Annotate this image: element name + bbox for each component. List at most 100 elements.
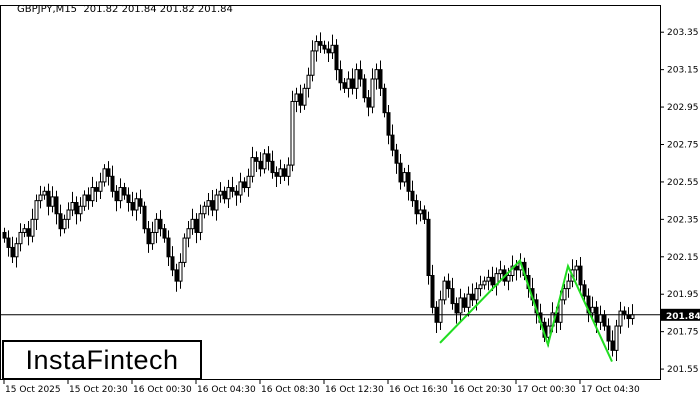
candle-body: [226, 187, 231, 200]
candle-body: [410, 190, 415, 202]
candle-body: [234, 190, 239, 196]
candle-body: [590, 306, 595, 314]
candle-body: [482, 280, 487, 286]
candle-body: [74, 202, 79, 215]
candle-body: [142, 205, 147, 230]
candle-body: [42, 190, 47, 196]
candle-body: [346, 78, 351, 89]
candle-body: [438, 299, 443, 323]
candle-body: [398, 162, 403, 183]
candle-body: [474, 288, 479, 301]
candle-body: [290, 100, 295, 166]
candle-body: [366, 97, 371, 108]
candles: [2, 32, 635, 362]
candle-body: [222, 190, 227, 200]
candle-body: [338, 69, 343, 84]
x-tick-label: 16 Oct 16:30: [389, 385, 448, 395]
candle-body: [78, 205, 83, 215]
candle-body: [30, 218, 35, 237]
x-tick-label: 16 Oct 12:30: [325, 385, 384, 395]
candle-body: [466, 293, 471, 308]
candle-body: [218, 190, 223, 196]
candle-body: [486, 276, 491, 282]
candle-body: [630, 314, 635, 320]
y-tick-label: 202.95: [667, 103, 699, 113]
candle-body: [118, 187, 123, 202]
y-tick-label: 201.75: [667, 328, 699, 338]
candle-body: [374, 69, 379, 80]
plot-frame: [0, 5, 661, 380]
candle-body: [370, 78, 375, 108]
candle-body: [582, 284, 587, 297]
ohlc-label: 201.82 201.84 201.82 201.84: [83, 4, 233, 15]
candle-body: [506, 275, 511, 282]
symbol-label: GBPJPY,M15: [17, 4, 78, 15]
candle-body: [610, 340, 615, 351]
candle-body: [310, 50, 315, 76]
x-tick-label: 15 Oct 2025: [5, 385, 61, 395]
candle-body: [82, 194, 87, 207]
candle-body: [102, 168, 107, 183]
candle-body: [202, 205, 207, 215]
candle-body: [90, 187, 95, 202]
candle-body: [98, 181, 103, 192]
y-tick-label: 203.15: [667, 66, 699, 76]
candle-body: [394, 149, 399, 164]
candle-body: [450, 288, 455, 305]
x-tick-label: 16 Oct 20:30: [453, 385, 512, 395]
candle-body: [214, 194, 219, 211]
y-tick-label: 202.55: [667, 178, 699, 188]
y-tick-label: 201.95: [667, 290, 699, 300]
candle-body: [578, 265, 583, 286]
y-tick-label: 202.75: [667, 140, 699, 150]
candle-body: [54, 196, 59, 215]
candle-body: [210, 200, 215, 211]
candle-body: [574, 265, 579, 271]
candle-body: [358, 69, 363, 80]
candle-body: [138, 198, 143, 207]
candle-body: [330, 44, 335, 54]
candle-body: [442, 280, 447, 301]
candle-body: [34, 200, 39, 220]
candle-body: [158, 218, 163, 230]
candle-body: [498, 269, 503, 275]
candle-body: [402, 172, 407, 183]
candle-body: [470, 293, 475, 301]
candle-body: [334, 44, 339, 71]
candle-body: [174, 269, 179, 282]
candle-body: [282, 168, 287, 177]
candle-body: [38, 194, 43, 202]
candle-body: [26, 228, 31, 237]
candle-body: [426, 218, 431, 277]
candle-body: [254, 157, 259, 162]
candle-body: [306, 74, 311, 89]
current-price-badge: [661, 308, 700, 321]
candle-body: [350, 78, 355, 89]
candle-body: [514, 265, 519, 271]
candle-body: [418, 209, 423, 215]
candle-body: [446, 280, 451, 290]
candle-body: [478, 284, 483, 290]
candle-body: [46, 190, 51, 207]
candle-body: [354, 69, 359, 89]
candle-body: [194, 218, 199, 233]
candle-body: [490, 276, 495, 286]
candle-body: [598, 314, 603, 323]
candle-body: [246, 175, 251, 189]
candle-body: [274, 172, 279, 177]
candle-body: [458, 297, 463, 314]
candle-body: [430, 275, 435, 308]
candle-body: [618, 310, 623, 327]
pattern-line: [439, 258, 613, 363]
candle-body: [626, 314, 631, 320]
x-tick-label: 17 Oct 04:30: [581, 385, 640, 395]
candle-body: [294, 93, 299, 102]
instafintech-logo: InstaFintech: [2, 340, 202, 380]
candle-body: [182, 237, 187, 263]
candle-body: [6, 237, 11, 248]
current-price-label: 201.84: [666, 312, 700, 322]
candle-body: [86, 194, 91, 202]
candle-body: [614, 325, 619, 351]
candle-body: [122, 187, 127, 196]
